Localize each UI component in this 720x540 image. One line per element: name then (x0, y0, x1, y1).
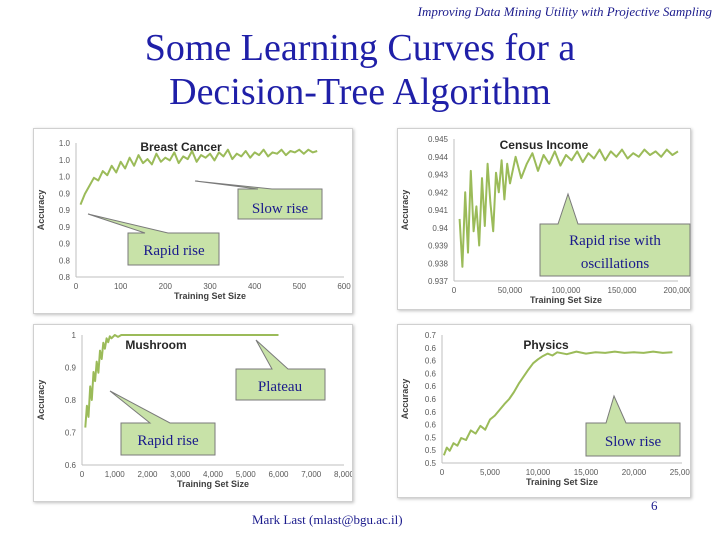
census-x-tick-label: 0 (452, 286, 457, 295)
census-y-tick-label: 0.944 (428, 153, 449, 162)
census-y-tick-label: 0.943 (428, 171, 449, 180)
physics-x-tick-label: 10,000 (526, 468, 551, 477)
breast-y-tick-label: 0.9 (59, 206, 71, 215)
footer-page-number: 6 (651, 498, 658, 513)
census-chart-title: Census Income (500, 138, 589, 152)
physics-x-tick-label: 20,000 (622, 468, 647, 477)
physics-y-tick-label: 0.6 (425, 421, 437, 430)
header-note: Improving Data Mining Utility with Proje… (417, 4, 712, 19)
mushroom-x-tick-label: 3,000 (170, 470, 191, 479)
physics-y-tick-label: 0.6 (425, 408, 437, 417)
physics-x-tick-label: 15,000 (574, 468, 599, 477)
chart-physics: 0.5 0.5 0.5 0.6 0.6 0.6 0.6 0.6 0.6 0.6 0.7 0 5,000 1… (397, 324, 691, 498)
chart-breast-cancer-plot: 0.8 0.8 0.9 0.9 0.9 0.9 1.0 1.0 1.0 0 100 200 300 400… (36, 139, 351, 301)
mushroom-x-tick-label: 4,000 (203, 470, 224, 479)
mushroom-chart-title: Mushroom (125, 338, 186, 352)
mushroom-y-tick-label: 0.7 (65, 429, 77, 438)
census-x-tick-label: 100,000 (552, 286, 581, 295)
census-y-tick-label: 0.945 (428, 135, 449, 144)
census-y-tick-label: 0.938 (428, 259, 449, 268)
breast-y-tick-label: 0.9 (59, 240, 71, 249)
breast-chart-title: Breast Cancer (140, 140, 222, 154)
mushroom-x-tick-label: 5,000 (236, 470, 257, 479)
breast-x-tick-label: 600 (337, 282, 351, 291)
physics-chart-title: Physics (523, 338, 569, 352)
breast-y-tick-label: 1.0 (59, 139, 71, 148)
chart-physics-plot: 0.5 0.5 0.5 0.6 0.6 0.6 0.6 0.6 0.6 0.6 0.7 0 5,000 1… (400, 331, 690, 487)
physics-y-tick-label: 0.6 (425, 344, 437, 353)
census-x-tick-label: 200,000 (664, 286, 690, 295)
census-x-tick-label: 50,000 (498, 286, 523, 295)
breast-y-tick-label: 0.9 (59, 223, 71, 232)
mushroom-x-tick-label: 2,000 (137, 470, 158, 479)
census-y-axis-label: Accuracy (400, 190, 410, 231)
chart-breast-cancer: 0.8 0.8 0.9 0.9 0.9 0.9 1.0 1.0 1.0 0 100 200 300 400… (33, 128, 353, 314)
chart-census-income: 0.937 0.938 0.939 0.94 0.941 0.942 0.943 0.944 0… (397, 128, 691, 310)
census-y-tick-label: 0.937 (428, 277, 449, 286)
census-series-line (458, 148, 679, 268)
mushroom-y-tick-label: 1 (72, 331, 77, 340)
physics-y-tick-label: 0.6 (425, 369, 437, 378)
mushroom-x-tick-label: 1,000 (105, 470, 126, 479)
breast-x-tick-label: 500 (293, 282, 307, 291)
chart-census-income-plot: 0.937 0.938 0.939 0.94 0.941 0.942 0.943 0.944 0… (400, 135, 690, 305)
mushroom-y-axis-label: Accuracy (36, 380, 46, 421)
breast-x-tick-label: 100 (114, 282, 128, 291)
footer-author: Mark Last (mlast@bgu.ac.il) (252, 512, 403, 527)
mushroom-y-tick-label: 0.6 (65, 461, 77, 470)
census-y-tick-label: 0.939 (428, 242, 449, 251)
physics-y-tick-label: 0.7 (425, 331, 437, 340)
breast-y-tick-label: 0.8 (59, 256, 71, 265)
mushroom-x-tick-label: 8,000 (334, 470, 352, 479)
mushroom-x-tick-label: 6,000 (268, 470, 289, 479)
breast-y-tick-label: 0.9 (59, 189, 71, 198)
breast-series-line (79, 148, 318, 205)
breast-y-tick-label: 0.8 (59, 273, 71, 282)
slide-title: Some Learning Curves for a Decision-Tree… (0, 26, 720, 114)
physics-y-tick-label: 0.6 (425, 395, 437, 404)
breast-y-tick-label: 1.0 (59, 173, 71, 182)
chart-mushroom-plot: 0.6 0.7 0.8 0.9 1 0 1,000 2,000 3,000 4,000 5,000 6… (36, 331, 352, 489)
physics-y-tick-label: 0.5 (425, 459, 437, 468)
physics-y-tick-label: 0.5 (425, 446, 437, 455)
breast-x-tick-label: 200 (159, 282, 173, 291)
mushroom-y-tick-label: 0.8 (65, 396, 77, 405)
physics-series-line (442, 350, 673, 456)
physics-x-tick-label: 0 (440, 468, 445, 477)
slide-title-line2: Decision-Tree Algorithm (169, 71, 551, 113)
physics-y-axis-label: Accuracy (400, 379, 410, 420)
breast-y-tick-label: 1.0 (59, 156, 71, 165)
physics-x-axis-label: Training Set Size (526, 477, 598, 487)
census-y-tick-label: 0.942 (428, 188, 449, 197)
census-y-tick-label: 0.941 (428, 206, 449, 215)
mushroom-series-line (84, 334, 279, 428)
census-x-tick-label: 150,000 (608, 286, 637, 295)
physics-x-tick-label: 25,000 (670, 468, 690, 477)
physics-y-tick-label: 0.5 (425, 433, 437, 442)
breast-y-axis-label: Accuracy (36, 190, 46, 231)
breast-x-tick-label: 400 (248, 282, 262, 291)
mushroom-y-tick-label: 0.9 (65, 364, 77, 373)
mushroom-x-axis-label: Training Set Size (177, 479, 249, 489)
breast-x-tick-label: 0 (74, 282, 79, 291)
physics-y-tick-label: 0.6 (425, 357, 437, 366)
physics-x-tick-label: 5,000 (480, 468, 501, 477)
mushroom-x-tick-label: 0 (80, 470, 85, 479)
chart-mushroom: 0.6 0.7 0.8 0.9 1 0 1,000 2,000 3,000 4,000 5,000 6… (33, 324, 353, 502)
mushroom-x-tick-label: 7,000 (301, 470, 322, 479)
census-x-axis-label: Training Set Size (530, 295, 602, 305)
breast-x-tick-label: 300 (203, 282, 217, 291)
census-y-tick-label: 0.94 (432, 224, 448, 233)
slide-title-line1: Some Learning Curves for a (144, 27, 576, 69)
breast-x-axis-label: Training Set Size (174, 291, 246, 301)
physics-y-tick-label: 0.6 (425, 382, 437, 391)
